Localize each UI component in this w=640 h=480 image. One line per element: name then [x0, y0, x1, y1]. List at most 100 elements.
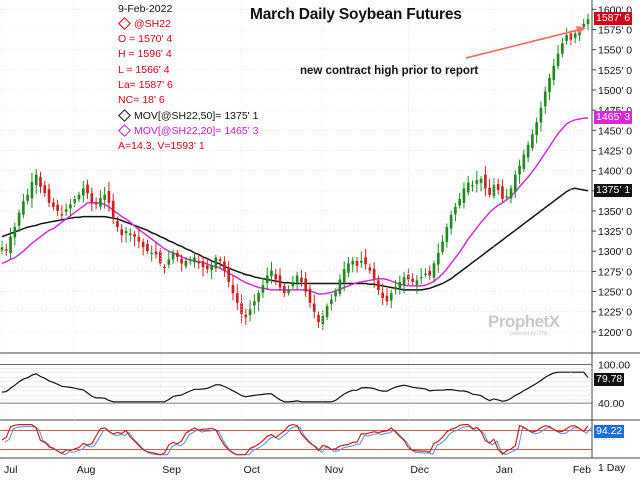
stoch-fast-line: [1, 423, 589, 456]
candle-body: [535, 122, 538, 136]
candle: [90, 187, 94, 212]
candle-body: [43, 185, 47, 194]
info-ma50: MOV[@SH22,50]= 1375' 1: [134, 110, 259, 122]
candle-body: [244, 314, 248, 318]
candle-body: [154, 251, 158, 255]
candle: [167, 250, 171, 269]
candle-body: [509, 188, 513, 199]
candle-body: [197, 261, 201, 264]
candle: [394, 279, 397, 295]
x-tick-label: Jan: [496, 464, 513, 476]
candle-body: [402, 277, 406, 285]
candle-body: [355, 260, 359, 266]
candle: [454, 202, 457, 222]
candle: [518, 159, 521, 184]
candle-body: [240, 303, 243, 315]
candle-body: [312, 303, 316, 312]
y-tick-label: 1225' 0: [598, 307, 632, 319]
candle: [501, 179, 504, 203]
candle: [124, 226, 128, 243]
candle-body: [330, 299, 333, 305]
candle: [561, 37, 564, 58]
candle: [449, 210, 453, 235]
candle: [543, 86, 547, 115]
candle: [415, 275, 419, 294]
candle-body: [484, 174, 487, 189]
candle: [94, 197, 98, 209]
candle-body: [193, 257, 196, 263]
candle: [513, 170, 517, 198]
arrow-head: [576, 26, 586, 34]
candle: [120, 224, 124, 243]
candle: [548, 73, 551, 100]
candle: [556, 44, 560, 70]
candle-body: [295, 275, 299, 283]
candle: [368, 263, 372, 274]
candle-body: [325, 306, 329, 318]
candle-body: [300, 277, 303, 282]
y-tick-label: 1325' 0: [598, 226, 632, 238]
candle: [4, 243, 8, 256]
candle: [355, 256, 359, 273]
info-high: H = 1596' 4: [118, 48, 172, 60]
candle-body: [385, 295, 389, 302]
candle: [428, 265, 432, 280]
candle: [479, 176, 483, 192]
candle: [484, 166, 487, 197]
candle: [424, 268, 427, 278]
candle: [330, 293, 333, 311]
info-ma20: MOV[@SH22,20]= 1465' 3: [134, 125, 259, 137]
candle-body: [492, 185, 496, 197]
candlestick-series: [0, 13, 590, 331]
candle: [176, 250, 179, 262]
candle: [180, 254, 183, 272]
candle-body: [227, 267, 231, 282]
candle-body: [565, 35, 568, 41]
candle: [419, 267, 423, 284]
candle-body: [531, 134, 534, 148]
candle-body: [22, 201, 25, 215]
candle-body: [522, 154, 526, 170]
candle: [364, 249, 367, 270]
info-ma50-row: MOV[@SH22,50]= 1375' 1: [118, 108, 259, 123]
candle: [146, 239, 149, 254]
candle-body: [274, 274, 278, 280]
candle-body: [60, 214, 64, 216]
candle: [334, 288, 337, 302]
candle-body: [342, 268, 346, 283]
watermark-logo: ProphetX: [488, 312, 560, 331]
osc-line: [1, 371, 589, 403]
candle-body: [561, 43, 564, 54]
candle-body: [128, 233, 132, 236]
stoch-value-tag: 94.22: [594, 424, 625, 438]
candle-body: [573, 33, 577, 38]
candle: [372, 262, 376, 289]
candle-body: [81, 188, 85, 196]
candle: [201, 256, 205, 277]
candle: [218, 256, 222, 268]
candle-body: [321, 315, 325, 325]
candle: [0, 240, 4, 254]
candle-body: [377, 280, 380, 290]
candle: [197, 253, 201, 270]
candle-body: [424, 273, 427, 276]
candle-body: [278, 275, 282, 288]
oscillator-panel: 100.00 40.00: [0, 352, 640, 410]
candle: [261, 277, 265, 298]
candle-body: [368, 267, 372, 271]
candle-body: [582, 23, 586, 27]
candle: [347, 257, 350, 278]
candle-body: [454, 206, 457, 215]
candle: [351, 256, 355, 273]
candle-body: [205, 265, 209, 269]
y-tick-label: 1450' 0: [598, 125, 632, 137]
candle: [253, 294, 256, 314]
ma50-price-tag: 1375' 1: [594, 183, 633, 197]
candle-body: [90, 193, 94, 203]
candle-body: [210, 264, 213, 271]
candle-body: [475, 180, 479, 184]
candle: [81, 180, 85, 203]
chart-annotation: new contract high prior to report: [300, 65, 479, 77]
candle: [235, 284, 239, 311]
diamond-icon: [118, 123, 131, 137]
